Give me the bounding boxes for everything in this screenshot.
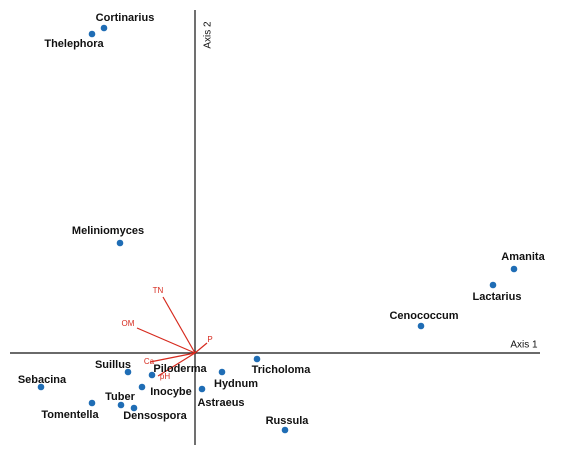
point [130, 404, 138, 412]
point [100, 24, 108, 32]
point-label: Amanita [501, 251, 545, 263]
point [253, 355, 261, 363]
point [218, 368, 226, 376]
point-label: Hydnum [214, 378, 258, 390]
point-label: Tuber [105, 391, 135, 403]
point-label: Tomentella [41, 409, 99, 421]
point [281, 426, 289, 434]
point [116, 239, 124, 247]
point-label: Piloderma [153, 363, 207, 375]
point-label: Cenococcum [389, 310, 458, 322]
point [510, 265, 518, 273]
point [37, 383, 45, 391]
y-axis-label: Axis 2 [203, 21, 214, 49]
point [489, 281, 497, 289]
point-label: Lactarius [473, 291, 522, 303]
point-label: Meliniomyces [72, 225, 144, 237]
point [138, 383, 146, 391]
vector-label: pH [160, 372, 170, 381]
point [88, 399, 96, 407]
point-label: Densospora [123, 410, 187, 422]
point [88, 30, 96, 38]
point [417, 322, 425, 330]
point-label: Astraeus [197, 397, 244, 409]
point-label: Tricholoma [252, 364, 312, 376]
vector [149, 352, 196, 363]
point-label: Thelephora [44, 38, 104, 50]
point [198, 385, 206, 393]
vector [162, 296, 196, 354]
vector-label: OM [122, 319, 135, 328]
point-label: Cortinarius [96, 12, 155, 24]
vector [194, 342, 208, 354]
point-label: Suillus [95, 359, 131, 371]
vector-label: Ca [144, 357, 155, 366]
point [117, 401, 125, 409]
point [124, 368, 132, 376]
vector [136, 327, 196, 354]
vector [157, 352, 196, 377]
point [148, 371, 156, 379]
vector-label: P [207, 335, 212, 344]
point-label: Russula [266, 415, 310, 427]
point-label: Inocybe [150, 386, 192, 398]
vector-label: TN [153, 286, 164, 295]
x-axis-label: Axis 1 [510, 340, 538, 351]
point-label: Sebacina [18, 374, 67, 386]
